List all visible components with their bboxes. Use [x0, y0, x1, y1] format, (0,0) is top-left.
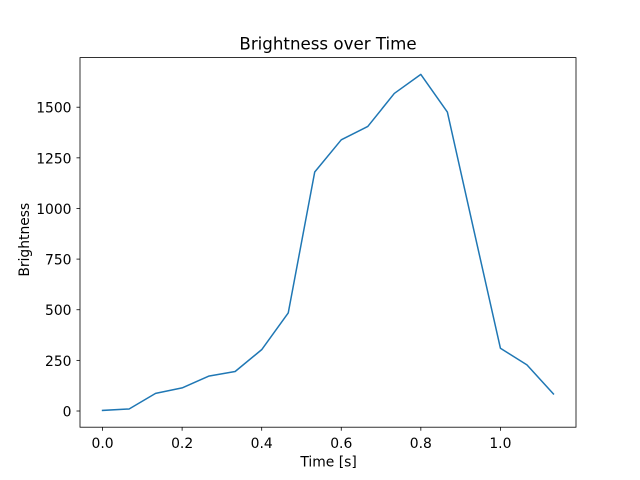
x-tick-label: 0.0 — [92, 436, 114, 452]
y-tick-label: 1000 — [36, 202, 71, 218]
x-tick-label: 0.2 — [171, 436, 193, 452]
x-axis-label: Time [s] — [299, 455, 356, 471]
y-tick-label: 250 — [45, 354, 71, 370]
x-tick-label: 0.4 — [251, 436, 273, 452]
y-tick-label: 1250 — [36, 151, 71, 167]
y-tick-label: 1500 — [36, 101, 71, 117]
x-tick-label: 1.0 — [489, 436, 511, 452]
chart-title: Brightness over Time — [239, 34, 416, 53]
plot-area: 0.0 0.2 0.4 0.6 0.8 1.0 0 250 500 750 1000 1250 1500 — [36, 57, 577, 452]
y-tick-label: 750 — [45, 253, 71, 269]
axes-frame — [79, 57, 577, 428]
y-tick-label: 0 — [63, 405, 72, 421]
x-tick-label: 0.8 — [410, 436, 432, 452]
y-tick-label: 500 — [45, 303, 71, 319]
x-tick-label: 0.6 — [330, 436, 352, 452]
y-axis-label: Brightness — [17, 203, 33, 277]
data-line — [101, 73, 555, 412]
